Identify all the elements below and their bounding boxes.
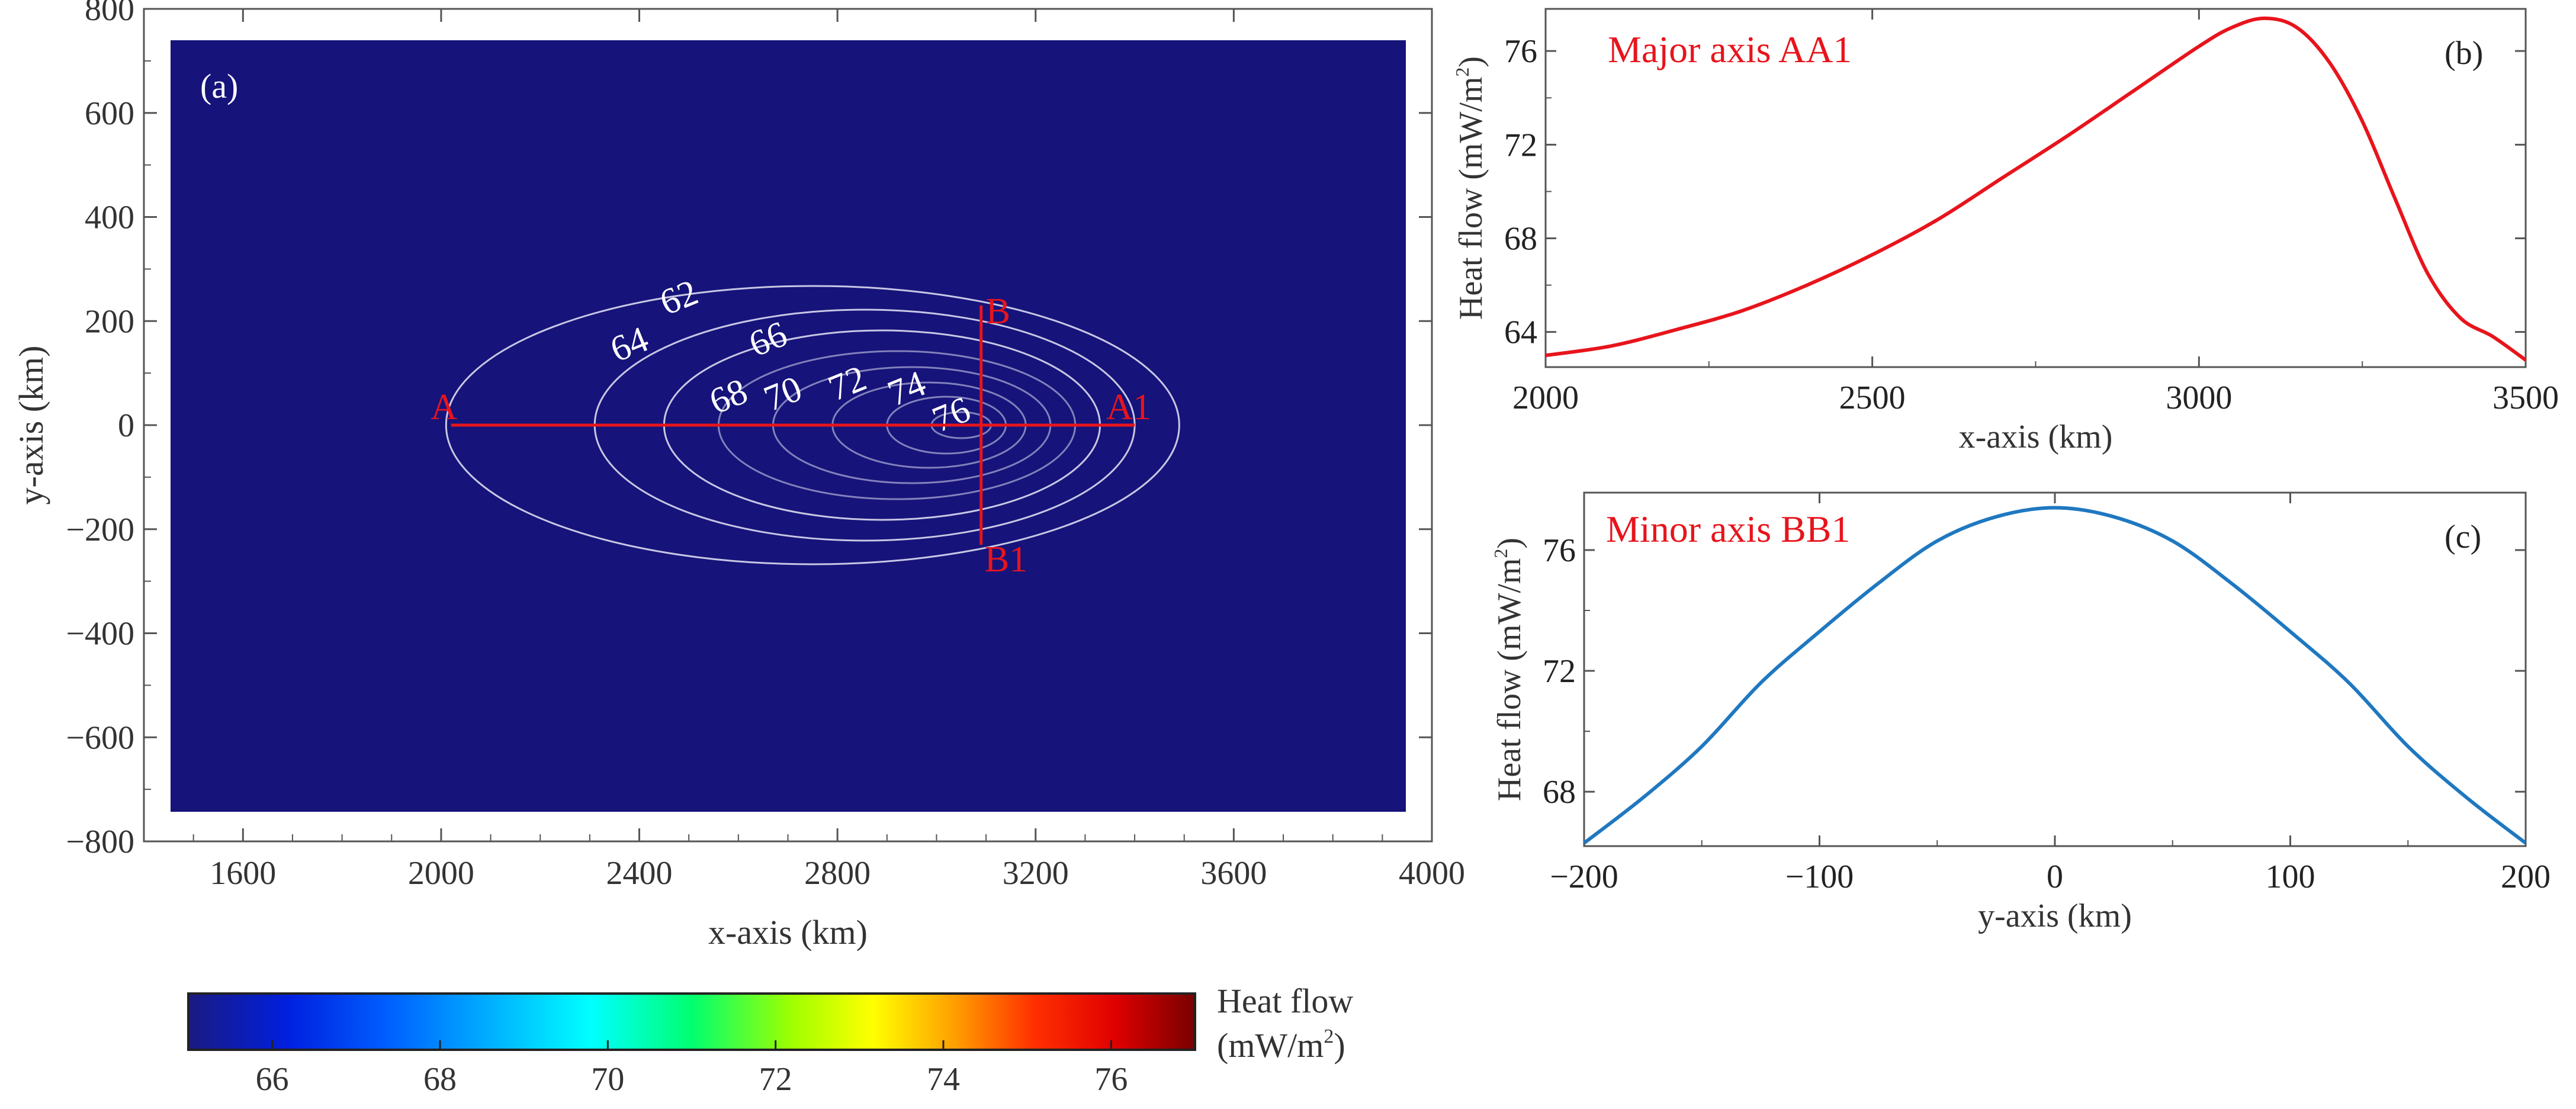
profile-start-label: A: [431, 387, 457, 427]
colorbar: 66 68 70 72 74 76 Heat flow (mW/m2): [187, 982, 1353, 1098]
panel-c-title: Minor axis BB1: [1606, 508, 1850, 550]
a-y-tick-label: 600: [85, 95, 134, 132]
a-x-tick-label: 3600: [1200, 855, 1267, 892]
c-x-tick-label: −100: [1785, 859, 1854, 895]
c-x-axis-label: y-axis (km): [1978, 898, 2132, 934]
a-y-tick-label: −600: [66, 719, 134, 756]
panel-b-title: Major axis AA1: [1608, 28, 1852, 70]
panel-b: Major axis AA1 (b) 2000 2500 3000 3500 64 68 7…: [1451, 8, 2559, 455]
b-x-tick-label: 3500: [2493, 380, 2559, 416]
c-x-tick-label: −200: [1550, 859, 1618, 895]
panel-a-axes: 1600 2000 2400 2800 3200 3600 4000800600400200…: [12, 0, 1465, 952]
c-y-axis-label: Heat flow (mW/m2): [1490, 538, 1528, 801]
b-y-tick-label: 72: [1504, 127, 1537, 163]
a-x-tick-label: 1600: [210, 855, 276, 892]
a-x-tick-label: 2800: [804, 855, 871, 892]
colorbar-tick-label: 76: [1094, 1061, 1128, 1098]
a-x-tick-label: 3200: [1003, 855, 1069, 892]
b-x-axis-label: x-axis (km): [1959, 419, 2113, 455]
a-x-tick-label: 4000: [1399, 855, 1465, 892]
a-y-axis-label: y-axis (km): [12, 346, 50, 505]
a-y-tick-label: 400: [85, 200, 134, 236]
panel-b-label: (b): [2445, 35, 2483, 72]
a-y-tick-label: −200: [66, 512, 134, 548]
b-y-tick-label: 68: [1504, 221, 1537, 258]
panel-a-label: (a): [200, 67, 238, 105]
heatmap-anomaly: [1392, 384, 1406, 462]
colorbar-tick-label: 66: [256, 1061, 289, 1098]
series-line-bb1: [1583, 506, 2527, 845]
colorbar-gradient: [187, 992, 1196, 1051]
c-x-tick-label: 200: [2501, 859, 2551, 895]
c-x-tick-label: 100: [2266, 859, 2315, 895]
a-x-tick-label: 2400: [606, 855, 673, 892]
b-y-axis-label: Heat flow (mW/m2): [1451, 56, 1489, 320]
colorbar-tick-label: 68: [423, 1061, 457, 1098]
c-y-tick-label: 72: [1543, 653, 1576, 690]
c-y-tick-label: 76: [1543, 532, 1576, 569]
a-y-tick-label: −800: [66, 824, 134, 860]
panel-c-label: (c): [2445, 519, 2481, 555]
series-line-aa1: [1545, 16, 2527, 362]
colorbar-tick-label: 72: [759, 1061, 792, 1098]
contour-62: [445, 285, 1180, 565]
colorbar-tick-label: 70: [591, 1061, 624, 1098]
a-x-tick-label: 2000: [408, 855, 474, 892]
b-y-tick-label: 64: [1504, 314, 1537, 351]
a-y-tick-label: 200: [85, 303, 134, 340]
b-y-tick-label: 76: [1504, 33, 1537, 70]
panel-c: Minor axis BB1 (c) −200 −100 0 100 200 68 72 76…: [1490, 491, 2551, 934]
panel-b-axes: 2000 2500 3000 3500 64 68 72 76 x-axis (km) Heat …: [1451, 9, 2559, 455]
colorbar-label-line2: (mW/m2): [1217, 1026, 1345, 1065]
a-y-tick-label: 0: [118, 407, 134, 444]
b-x-tick-label: 3000: [2166, 380, 2232, 416]
a-x-axis-label: x-axis (km): [708, 913, 868, 952]
b-x-tick-label: 2500: [1839, 380, 1906, 416]
profile-end-label: A1: [1106, 387, 1151, 427]
c-y-tick-label: 68: [1543, 774, 1576, 811]
b-x-tick-label: 2000: [1512, 380, 1579, 416]
profile-start-label: B: [986, 291, 1010, 332]
profile-end-label: B1: [985, 539, 1027, 580]
a-y-tick-label: −400: [66, 616, 134, 652]
colorbar-tick-label: 74: [927, 1061, 960, 1098]
panel-c-axes: −200 −100 0 100 200 68 72 76 y-axis (km) Heat flo…: [1490, 493, 2551, 934]
colorbar-label-line1: Heat flow: [1217, 982, 1353, 1020]
panel-b-frame: [1544, 8, 2527, 368]
panel-c-frame: [1583, 491, 2527, 847]
profile-lines: A A1 B B1: [431, 291, 1151, 580]
c-x-tick-label: 0: [2047, 859, 2063, 895]
colorbar-ticks: 66 68 70 72 74 76: [256, 1040, 1128, 1098]
a-y-tick-label: 800: [85, 0, 134, 28]
